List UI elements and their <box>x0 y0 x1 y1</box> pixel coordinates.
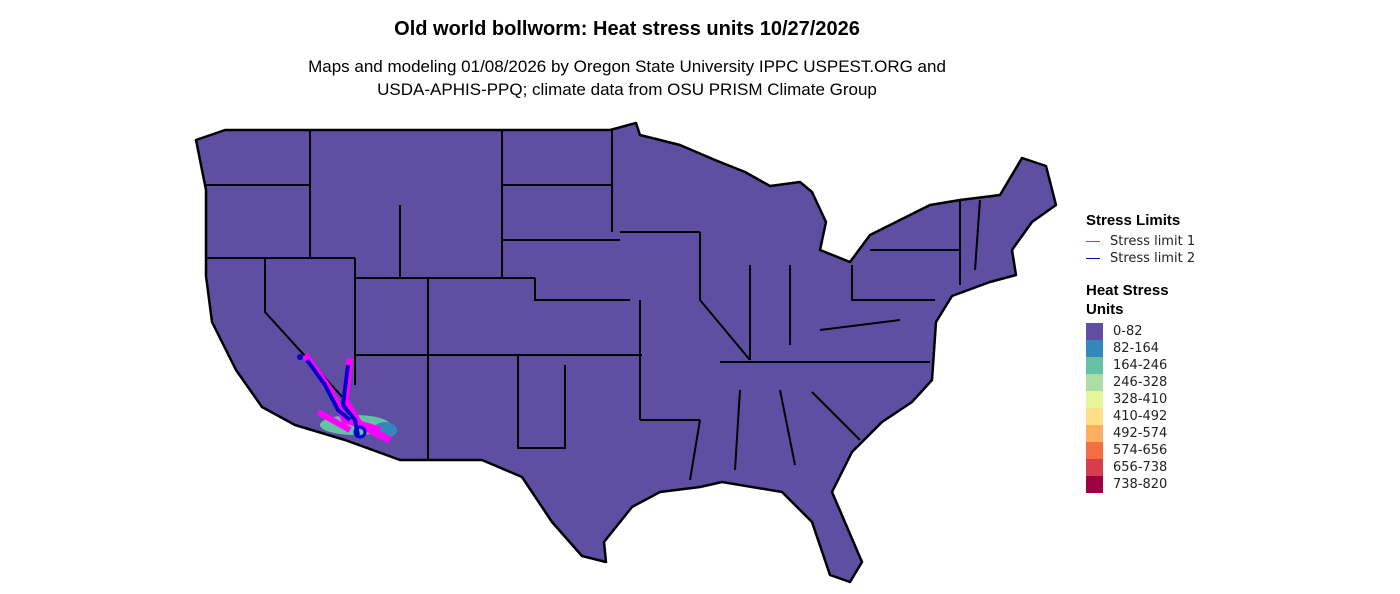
legend-item-heat: 738-820 <box>1086 476 1195 493</box>
legend-item-heat: 246-328 <box>1086 374 1195 391</box>
legend-label: 738-820 <box>1113 477 1168 492</box>
legend-label: 328-410 <box>1113 392 1168 407</box>
legend-label: 164-246 <box>1113 358 1168 373</box>
heat-stress-title: Heat Stress Units <box>1086 281 1195 319</box>
subtitle-line-1: Maps and modeling 01/08/2026 by Oregon S… <box>308 57 946 76</box>
color-swatch <box>1086 425 1103 442</box>
legend-label: 82-164 <box>1113 341 1160 356</box>
map-title: Old world bollworm: Heat stress units 10… <box>394 18 860 40</box>
color-swatch <box>1086 374 1103 391</box>
color-swatch <box>1086 340 1103 357</box>
line-swatch <box>1086 241 1100 242</box>
legend-label: 492-574 <box>1113 426 1168 441</box>
legend-label: 0-82 <box>1113 324 1143 339</box>
heat-title-line-2: Units <box>1086 301 1124 318</box>
legend-item-heat: 164-246 <box>1086 357 1195 374</box>
heat-title-line-1: Heat Stress <box>1086 282 1169 299</box>
color-swatch <box>1086 476 1103 493</box>
legend-label: 656-738 <box>1113 460 1168 475</box>
legend-item-heat: 574-656 <box>1086 442 1195 459</box>
color-swatch <box>1086 459 1103 476</box>
subtitle-line-2: USDA-APHIS-PPQ; climate data from OSU PR… <box>377 80 877 99</box>
color-swatch <box>1086 323 1103 340</box>
heat-stress-area <box>297 352 397 444</box>
legend-label: 246-328 <box>1113 375 1168 390</box>
line-swatch <box>1086 258 1100 259</box>
legend-label: Stress limit 2 <box>1110 251 1196 266</box>
color-swatch <box>1086 408 1103 425</box>
legend-label: Stress limit 1 <box>1110 234 1196 249</box>
heat-legend-items: 0-82 82-164 164-246 246-328 328-410 410-492 49… <box>1086 323 1195 493</box>
color-swatch <box>1086 391 1103 408</box>
state-borders <box>206 130 981 481</box>
color-swatch <box>1086 357 1103 374</box>
legend-item-heat: 492-574 <box>1086 425 1195 442</box>
legend-item-stress-limit-1: Stress limit 1 <box>1086 233 1195 250</box>
legend-item-heat: 0-82 <box>1086 323 1195 340</box>
legend-label: 410-492 <box>1113 409 1168 424</box>
stress-limits-title: Stress Limits <box>1086 212 1181 229</box>
legend-item-heat: 82-164 <box>1086 340 1195 357</box>
legend-item-heat: 656-738 <box>1086 459 1195 476</box>
legend-item-heat: 328-410 <box>1086 391 1195 408</box>
legend-item-heat: 410-492 <box>1086 408 1195 425</box>
conus-outline <box>194 121 1058 584</box>
legend-item-stress-limit-2: Stress limit 2 <box>1086 250 1195 267</box>
map-subtitle: Maps and modeling 01/08/2026 by Oregon S… <box>0 55 1254 101</box>
legend-label: 574-656 <box>1113 443 1168 458</box>
color-swatch <box>1086 442 1103 459</box>
legend: Stress Limits Stress limit 1 Stress limi… <box>1086 212 1195 493</box>
